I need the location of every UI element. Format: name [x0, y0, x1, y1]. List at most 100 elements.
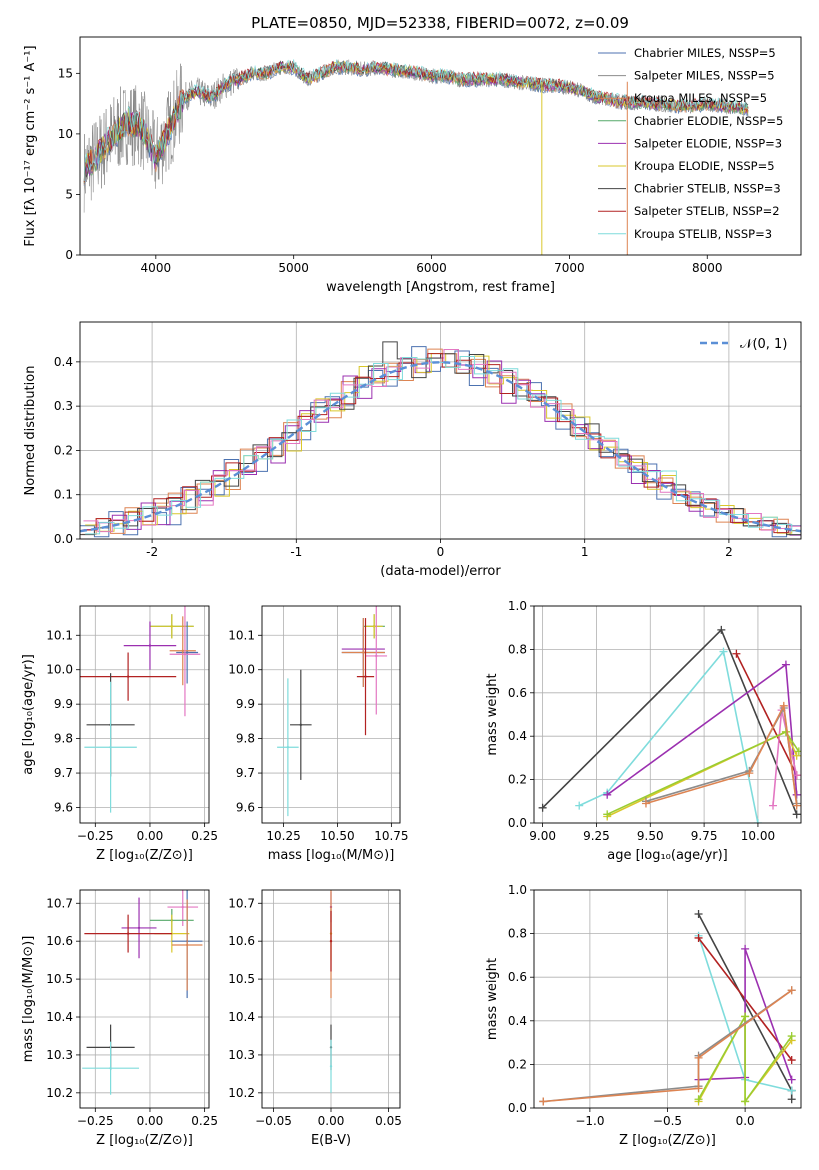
- plot-area: [83, 59, 749, 255]
- y-tick-label: 10.7: [46, 896, 73, 910]
- y-tick-label: 9.6: [54, 801, 73, 815]
- data-point: [185, 943, 189, 947]
- residual-histogram: [80, 346, 801, 538]
- data-point: [364, 675, 367, 678]
- x-tick-label: 7000: [554, 261, 585, 275]
- data-point: [329, 1065, 333, 1068]
- x-tick-label: −0.5: [653, 1114, 682, 1128]
- weight-marker: [787, 1095, 796, 1104]
- y-tick-label: 9.9: [236, 697, 255, 711]
- residual-histogram: [81, 348, 801, 535]
- x-tick-label: 1: [581, 545, 589, 559]
- x-tick-label: 4000: [141, 261, 172, 275]
- y-tick-label: 10.0: [228, 663, 255, 677]
- legend-entry: Chabrier MILES, NSSP=5: [634, 46, 776, 60]
- weight-marker: [787, 986, 796, 995]
- plot-frame: [79, 321, 802, 540]
- weight-marker: [787, 1032, 796, 1041]
- normal-reference-curve: [80, 361, 801, 533]
- weight-marker: [792, 790, 801, 799]
- legend-entry: Chabrier STELIB, NSSP=3: [634, 182, 781, 196]
- y-tick-label: 0.6: [508, 686, 527, 700]
- weight-marker: [538, 803, 547, 812]
- y-tick-label: 0.8: [508, 642, 527, 656]
- plot-area: [539, 909, 796, 1106]
- legend-entry: Kroupa ELODIE, NSSP=5: [634, 159, 775, 173]
- plot-frame: [261, 889, 401, 1109]
- y-tick-label: 0.3: [54, 399, 73, 413]
- weight-marker: [741, 1097, 750, 1106]
- figure-title: PLATE=0850, MJD=52338, FIBERID=0072, z=0…: [251, 14, 629, 32]
- x-tick-label: 10.50: [320, 829, 354, 843]
- y-axis-label: age [log₁₀(age/yr)]: [21, 654, 36, 775]
- x-tick-label: 9.00: [529, 829, 556, 843]
- y-tick-label: 10.1: [46, 628, 73, 642]
- x-tick-label: 10.25: [266, 829, 300, 843]
- x-axis-label: age [log₁₀(age/yr)]: [607, 848, 728, 863]
- weight-marker: [792, 751, 801, 760]
- y-tick-label: 10.7: [228, 896, 255, 910]
- plot-area: [80, 341, 801, 538]
- x-tick-label: 0.00: [137, 1114, 164, 1128]
- data-point: [137, 926, 141, 930]
- weight-marker: [694, 1095, 703, 1104]
- y-tick-label: 0.4: [508, 729, 527, 743]
- data-point: [109, 746, 112, 749]
- weight-marker: [603, 790, 612, 799]
- x-tick-label: 10.75: [374, 829, 408, 843]
- x-tick-label: 9.50: [637, 829, 664, 843]
- y-tick-label: 0.2: [54, 443, 73, 457]
- plot-frame: [261, 605, 401, 824]
- y-tick-label: 9.7: [54, 766, 73, 780]
- x-axis-label: mass [log₁₀(M/M⊙)]: [268, 848, 395, 863]
- x-tick-label: 0.05: [375, 1114, 402, 1128]
- model-spectrum-line: [83, 60, 749, 182]
- x-tick-label: −1.0: [575, 1114, 604, 1128]
- y-tick-label: 9.6: [236, 801, 255, 815]
- y-tick-label: 0.4: [54, 355, 73, 369]
- x-tick-label: 10.00: [741, 829, 775, 843]
- weight-line: [772, 710, 798, 806]
- weight-vs-metallicity-panel: −1.0 −0.5 0.0 0.0 0.2 0.4 0.6 0.8 1.0 Z [log₁₀(Z/…: [485, 883, 802, 1148]
- age-vs-metallicity-panel: −0.25 0.00 0.25 9.6 9.7 9.8 9.9 10.0 10.1 Z [log₁…: [21, 605, 218, 863]
- weight-marker: [792, 801, 801, 810]
- mass-vs-ebv-panel: −0.05 0.00 0.05 10.2 10.3 10.4 10.5 10.6 10.7 E(B…: [228, 889, 402, 1148]
- y-tick-label: 5: [65, 187, 73, 201]
- y-tick-label: 10.3: [228, 1048, 255, 1062]
- y-tick-label: 0.2: [508, 773, 527, 787]
- x-tick-label: 0.25: [191, 1114, 218, 1128]
- data-point: [181, 649, 184, 652]
- mass-vs-metallicity-panel: −0.25 0.00 0.25 10.2 10.3 10.4 10.5 10.6 10.7 Z […: [21, 889, 218, 1148]
- weight-marker: [792, 771, 801, 780]
- weight-marker: [741, 1012, 750, 1021]
- y-tick-label: 1.0: [508, 883, 527, 897]
- y-axis-label: Flux [fλ 10⁻¹⁷ erg cm⁻² s⁻¹ A⁻¹]: [23, 45, 38, 246]
- plot-frame: [533, 605, 802, 824]
- spectrum-panel: 4000 5000 6000 7000 8000 0 5 10 15 wavelength [An…: [23, 36, 802, 295]
- plot-area: [82, 890, 203, 1095]
- x-tick-label: 9.25: [583, 829, 610, 843]
- y-tick-label: 10.2: [46, 1086, 73, 1100]
- y-tick-label: 0.0: [508, 1101, 527, 1115]
- model-spectrum-line: [83, 59, 749, 182]
- plot-frame: [79, 36, 802, 256]
- y-tick-label: 10.6: [228, 934, 255, 948]
- y-tick-label: 10.1: [228, 628, 255, 642]
- weight-marker: [769, 801, 778, 810]
- weight-vs-age-panel: 9.00 9.25 9.50 9.75 10.00 0.0 0.2 0.4 0.6 0.8 1.0 a…: [485, 599, 802, 863]
- weight-marker: [787, 1056, 796, 1065]
- x-tick-label: 0.00: [318, 1114, 345, 1128]
- y-tick-label: 0.2: [508, 1057, 527, 1071]
- residual-histogram: [85, 355, 801, 535]
- x-tick-label: -1: [290, 545, 302, 559]
- y-tick-label: 0.8: [508, 927, 527, 941]
- y-tick-label: 9.7: [236, 766, 255, 780]
- y-tick-label: 10.5: [46, 972, 73, 986]
- y-tick-label: 9.9: [54, 697, 73, 711]
- y-tick-label: 10.2: [228, 1086, 255, 1100]
- weight-marker: [732, 649, 741, 658]
- legend-entry: Salpeter STELIB, NSSP=2: [634, 204, 780, 218]
- plot-area: [538, 625, 801, 823]
- data-point: [329, 939, 333, 943]
- weight-line: [606, 663, 798, 796]
